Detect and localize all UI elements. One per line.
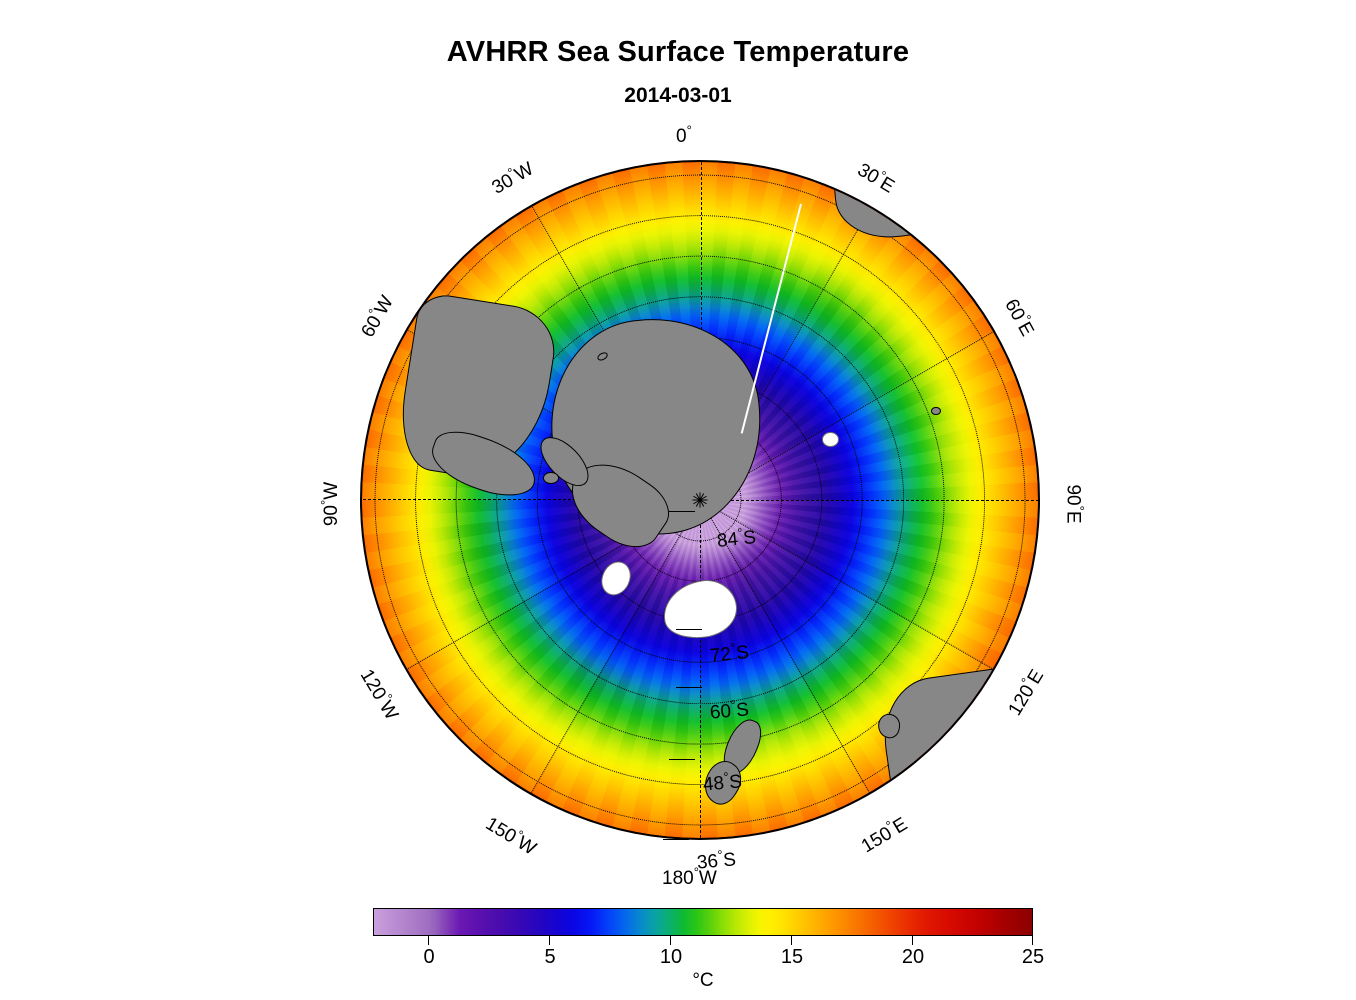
colorbar-label-0: 0 xyxy=(423,946,435,968)
graticule-spoke-90e xyxy=(701,499,1038,501)
lat-tick-48s xyxy=(669,759,696,761)
colorbar[interactable]: 0 5 10 15 20 25 °C xyxy=(373,908,1044,991)
colorbar-label-25: 25 xyxy=(1021,946,1045,968)
colorbar-label-20: 20 xyxy=(901,946,925,968)
colorbar-tick-20 xyxy=(912,936,914,945)
lat-tick-60s xyxy=(676,687,703,688)
page-title: AVHRR Sea Surface Temperature xyxy=(446,36,910,68)
colorbar-tick-0 xyxy=(428,936,430,945)
lon-label-60w: 60°W xyxy=(357,292,398,342)
chart-subtitle-date: 2014-03-01 xyxy=(624,84,732,107)
lat-tick-72s xyxy=(676,629,703,631)
colorbar-tick-25 xyxy=(1032,936,1034,945)
map-disc xyxy=(360,160,1040,840)
colorbar-label-5: 5 xyxy=(544,946,556,968)
south-pole-marker xyxy=(692,492,708,508)
lon-label-150w: 150°W xyxy=(481,813,540,860)
landmass-kerguelen xyxy=(931,406,942,416)
landmass-falkland-islands xyxy=(543,471,560,485)
lon-label-90e: 90°E xyxy=(1062,484,1087,524)
colorbar-unit-label: °C xyxy=(692,970,714,991)
lat-label-72s: 72°S xyxy=(709,640,751,668)
ice-shelf-amery xyxy=(821,432,840,448)
colorbar-tick-5 xyxy=(549,936,551,945)
colorbar-tick-15 xyxy=(791,936,793,945)
colorbar-gradient xyxy=(373,908,1033,936)
colorbar-label-10: 10 xyxy=(659,946,683,968)
lon-label-60e: 60°E xyxy=(1000,295,1038,340)
colorbar-label-15: 15 xyxy=(780,946,804,968)
lon-label-120w: 120°W xyxy=(355,665,402,724)
lat-tick-84s xyxy=(669,510,696,512)
lon-label-90w: 90°W xyxy=(317,481,343,527)
graticule-spoke-180 xyxy=(700,500,702,838)
lat-label-60s: 60°S xyxy=(709,697,751,724)
colorbar-tick-10 xyxy=(670,936,672,945)
lon-label-150e: 150°E xyxy=(857,813,912,858)
lon-label-180w: 180°W xyxy=(662,864,717,889)
lon-label-0: 0° xyxy=(676,122,692,147)
lon-label-30w: 30°W xyxy=(488,158,538,199)
polar-map[interactable]: 84°S 72°S 60°S 48°S 36°S 0° 30°E 60°E 90… xyxy=(318,124,1087,889)
lat-tick-36s xyxy=(662,838,689,840)
lat-label-48s: 48°S xyxy=(702,769,744,797)
lat-label-84s: 84°S xyxy=(715,524,757,552)
